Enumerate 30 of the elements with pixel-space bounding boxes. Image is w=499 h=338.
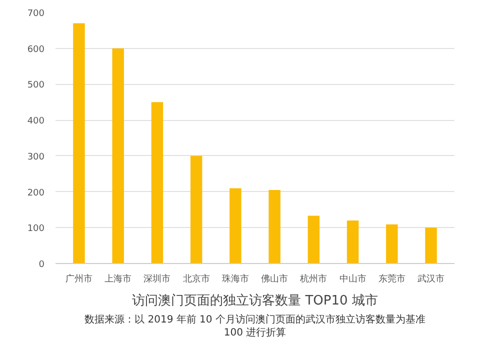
text: 访问澳门页面的独立访客数量 TOP10 城市 bbox=[132, 292, 378, 308]
x-tick-label: 东莞市 bbox=[378, 274, 406, 284]
bar bbox=[268, 190, 280, 264]
bar bbox=[112, 48, 124, 264]
y-tick-label: 700 bbox=[27, 9, 45, 19]
bar bbox=[190, 156, 202, 264]
bar bbox=[425, 228, 437, 264]
x-tick-label: 北京市 bbox=[182, 274, 210, 284]
x-tick-label: 上海市 bbox=[104, 274, 132, 284]
y-tick-label: 100 bbox=[27, 224, 45, 234]
x-tick-label: 佛山市 bbox=[261, 274, 288, 284]
bar bbox=[346, 220, 359, 264]
source-note: 数据来源：以 2019 年前 10 个月访问澳门页面的武汉市独立访客数量为基准 100 进行折算 bbox=[84, 314, 426, 338]
x-tick-label: 武汉市 bbox=[418, 274, 445, 284]
x-tick-label: 中山市 bbox=[339, 274, 366, 284]
bar bbox=[386, 224, 398, 264]
y-tick-label: 200 bbox=[27, 188, 45, 198]
x-tick-label: 杭州市 bbox=[299, 274, 328, 284]
bar bbox=[308, 216, 320, 264]
y-tick-label: 500 bbox=[27, 80, 45, 91]
bar bbox=[151, 102, 164, 264]
y-tick-label: 0 bbox=[38, 260, 45, 270]
y-tick-label: 400 bbox=[27, 116, 45, 127]
x-tick-label: 深圳市 bbox=[144, 274, 171, 284]
bar bbox=[230, 188, 242, 264]
y-tick-label: 600 bbox=[27, 44, 45, 55]
x-tick-label: 广州市 bbox=[65, 274, 92, 284]
y-tick-label: 300 bbox=[27, 152, 45, 162]
bar bbox=[73, 23, 85, 264]
x-tick-label: 珠海市 bbox=[222, 274, 249, 284]
